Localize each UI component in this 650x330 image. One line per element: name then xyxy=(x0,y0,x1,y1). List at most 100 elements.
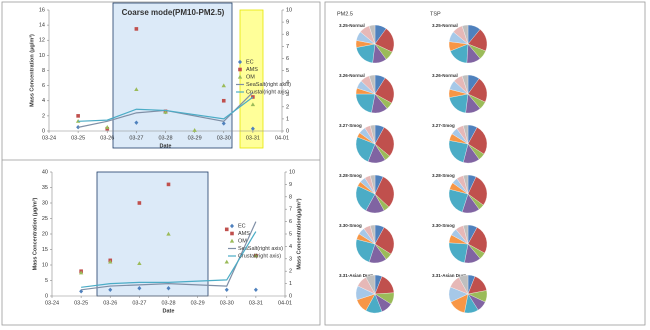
y2-tick-label: 5 xyxy=(286,68,289,74)
y2-tick-label: 7 xyxy=(286,44,289,50)
legend-label: EC xyxy=(238,223,246,229)
marker xyxy=(134,27,139,31)
pie-title: 3.28-Smog xyxy=(432,173,455,178)
marker xyxy=(238,59,242,65)
y2-tick-label: 6 xyxy=(286,56,289,62)
y2-tick-label: 9 xyxy=(289,182,292,188)
pie-slice xyxy=(461,24,469,45)
y-tick-label: 8 xyxy=(42,68,45,74)
pie-slice xyxy=(368,24,376,45)
y2-tick-label: 3 xyxy=(286,92,289,98)
marker xyxy=(192,128,197,132)
pie-title: 3.30-Smog xyxy=(339,223,362,228)
pie-title: 3.31-Asian Dust xyxy=(339,273,373,278)
y2-tick-label: 1 xyxy=(286,116,289,122)
x-axis-title: Date xyxy=(163,308,175,314)
y2-tick-label: 8 xyxy=(289,194,292,200)
y2-tick-label: 3 xyxy=(289,256,292,262)
x-tick-label: 03-30 xyxy=(217,135,231,141)
x-axis-title: Date xyxy=(160,143,172,149)
y2-tick-label: 10 xyxy=(286,7,292,13)
pie-slice xyxy=(365,274,376,295)
y-tick-label: 25 xyxy=(42,216,48,222)
series-line xyxy=(78,96,254,122)
marker xyxy=(166,286,171,291)
x-tick-label: 03-31 xyxy=(246,135,260,141)
y-tick-label: 35 xyxy=(42,185,48,191)
y-tick-label: 40 xyxy=(42,169,48,175)
pie-title: 3.28-Smog xyxy=(339,173,362,178)
x-tick-label: 03-30 xyxy=(220,300,234,306)
right-panel xyxy=(324,1,646,326)
column-header: TSP xyxy=(430,11,441,17)
y2-tick-label: 7 xyxy=(289,207,292,213)
legend-label: AMS xyxy=(238,231,250,237)
pie-slice xyxy=(368,74,376,95)
x-tick-label: 03-28 xyxy=(161,300,175,306)
marker xyxy=(78,270,84,275)
y-tick-label: 10 xyxy=(39,53,45,59)
legend-label: Crustal(right axis) xyxy=(246,89,289,95)
y2-tick-label: 2 xyxy=(289,269,292,275)
pie-slice xyxy=(374,227,395,255)
marker xyxy=(230,231,234,236)
marker xyxy=(134,120,139,125)
y-axis-title: Mass Concentration (μg/m³) xyxy=(31,197,38,270)
marker xyxy=(166,231,171,236)
pie-slice xyxy=(467,227,488,254)
marker xyxy=(224,287,229,292)
x-tick-label: 03-25 xyxy=(74,300,88,306)
marker xyxy=(250,102,256,107)
y-tick-label: 4 xyxy=(42,98,45,104)
x-tick-label: 03-28 xyxy=(158,135,172,141)
y-tick-label: 2 xyxy=(42,113,45,119)
marker xyxy=(137,261,142,266)
marker xyxy=(134,87,139,92)
x-tick-label: 04-01 xyxy=(278,300,292,306)
marker xyxy=(108,259,113,264)
marker xyxy=(238,67,242,72)
marker xyxy=(224,259,229,264)
pie-slice xyxy=(463,174,469,195)
pie-title: 3.31-Asian Dust xyxy=(432,273,466,278)
marker xyxy=(221,83,226,88)
y-tick-label: 30 xyxy=(42,200,48,206)
pie-slice xyxy=(370,174,376,195)
series-line xyxy=(81,231,257,288)
series-line xyxy=(81,221,257,291)
y2-tick-label: 4 xyxy=(289,244,292,250)
pie-title: 3.27-Smog xyxy=(339,123,362,128)
y-tick-label: 0 xyxy=(45,293,48,299)
marker xyxy=(250,126,255,131)
pie-slice xyxy=(463,224,469,245)
x-tick-label: 03-24 xyxy=(42,135,56,141)
y2-tick-label: 4 xyxy=(286,80,289,86)
series-line xyxy=(78,91,254,128)
pie-slice xyxy=(370,224,376,245)
pie-slice xyxy=(374,127,395,157)
pie-slice xyxy=(448,242,469,263)
x-tick-label: 03-29 xyxy=(188,135,202,141)
legend-label: SeaSalt(right axis) xyxy=(246,82,291,88)
marker xyxy=(163,109,168,114)
y-tick-label: 6 xyxy=(42,83,45,89)
legend-label: SeaSalt(right axis) xyxy=(238,246,283,252)
pie-title: 3.25-Normal xyxy=(339,23,365,28)
x-tick-label: 03-26 xyxy=(103,300,117,306)
marker xyxy=(105,125,110,129)
x-tick-label: 03-31 xyxy=(249,300,263,306)
pie-slice xyxy=(467,127,488,155)
column-header: PM2.5 xyxy=(337,11,353,17)
y-tick-label: 15 xyxy=(42,247,48,253)
marker xyxy=(76,114,80,118)
highlight-region xyxy=(112,2,233,149)
y2-tick-label: 0 xyxy=(286,128,289,134)
y-axis-title: Mass Concentration (μg/m³) xyxy=(28,34,35,107)
marker xyxy=(224,227,229,232)
legend-label: Crustal(right axis) xyxy=(238,253,281,259)
pie-title: 3.30-Smog xyxy=(432,223,455,228)
marker xyxy=(251,95,255,99)
x-tick-label: 03-26 xyxy=(100,135,114,141)
highlight-region xyxy=(96,171,209,297)
